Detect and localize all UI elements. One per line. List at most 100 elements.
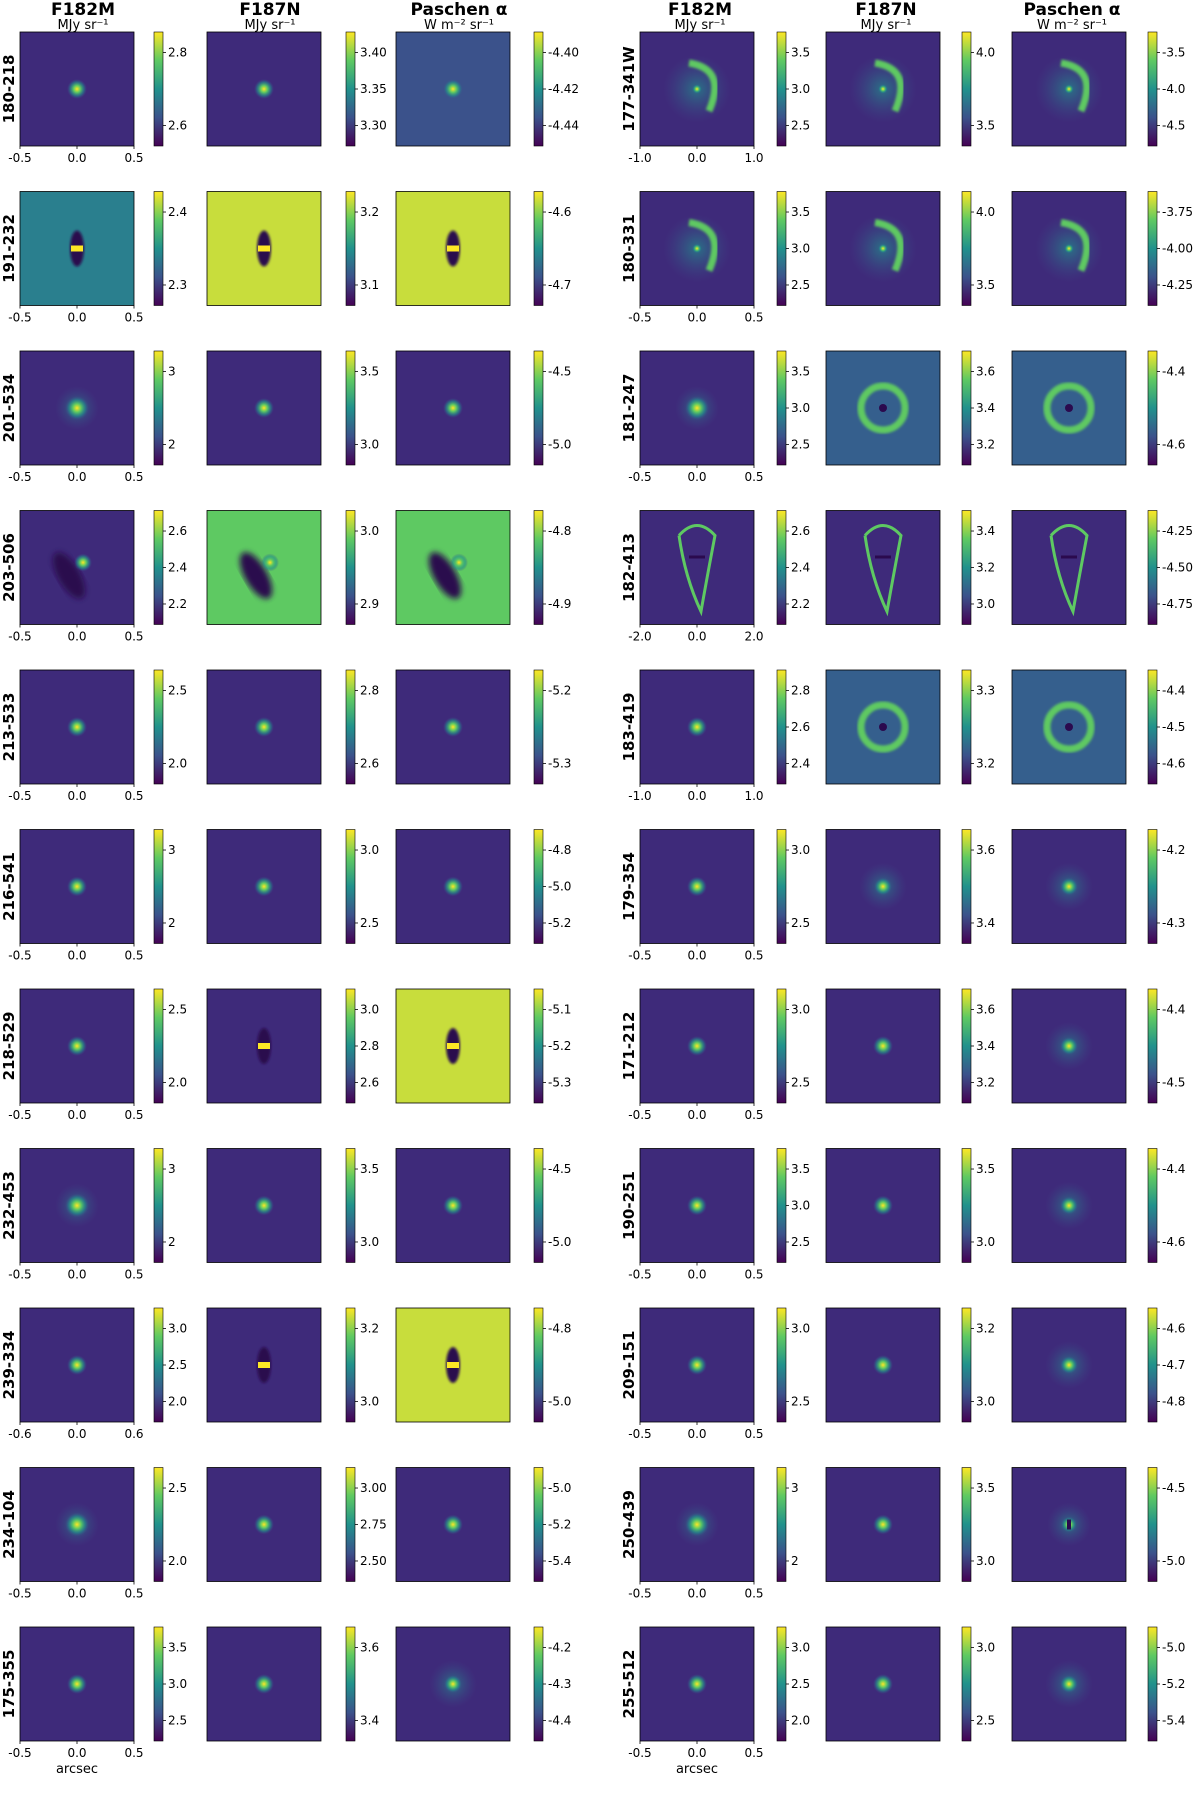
colorbar-tick-label: 2.0	[168, 756, 187, 770]
x-tick-label: 0.0	[67, 630, 86, 644]
colorbar	[153, 988, 166, 1104]
colorbar	[153, 1467, 166, 1582]
colorbar	[533, 669, 546, 785]
image-panel	[206, 988, 322, 1104]
colorbar-tick-label: -4.8	[1162, 1394, 1185, 1408]
source-label: 216-541	[0, 852, 18, 921]
image-panel	[206, 829, 322, 944]
image-panel	[639, 988, 755, 1104]
x-tick-label: 0.5	[124, 630, 143, 644]
colorbar-tick-label: 3.5	[976, 118, 995, 132]
colorbar-tick-label: 3.0	[791, 82, 810, 96]
colorbar-tick-label: 2.8	[168, 46, 187, 60]
colorbar	[533, 350, 546, 466]
colorbar-tick-label: 3.5	[791, 1162, 810, 1176]
colorbar-tick-label: 2.6	[360, 756, 379, 770]
image-panel	[639, 1148, 755, 1263]
colorbar-tick-label: 3.6	[976, 365, 995, 379]
colorbar	[345, 1307, 358, 1423]
colorbar-tick-label: 3.0	[791, 1641, 810, 1655]
colorbar-tick-label: 3.40	[360, 46, 387, 60]
colorbar-tick-label: 3	[168, 365, 176, 379]
column-title: F187N	[855, 0, 916, 20]
colorbar-tick-label: 3.30	[360, 118, 387, 132]
colorbar	[776, 510, 789, 625]
colorbar	[961, 829, 974, 944]
image-panel	[395, 510, 511, 625]
image-panel	[19, 191, 135, 306]
column-unit: MJy sr⁻¹	[674, 18, 725, 33]
colorbar	[345, 191, 358, 306]
colorbar-tick-label: 2.5	[791, 1394, 810, 1408]
colorbar-tick-label: 3.6	[976, 1003, 995, 1017]
colorbar-tick-label: 3.2	[976, 756, 995, 770]
colorbar-tick-label: -4.25	[1162, 524, 1193, 538]
colorbar-tick-label: 3.3	[976, 684, 995, 698]
x-tick-label: 0.5	[744, 949, 763, 963]
colorbar	[533, 31, 546, 147]
colorbar-tick-label: 4.0	[976, 205, 995, 219]
image-panel	[639, 1467, 755, 1582]
colorbar-tick-label: 2.6	[168, 118, 187, 132]
column-unit: W m⁻² sr⁻¹	[1037, 18, 1107, 33]
image-panel	[825, 1467, 941, 1582]
x-tick-label: -2.0	[628, 630, 651, 644]
source-label: 180-218	[0, 55, 18, 124]
colorbar	[776, 1467, 789, 1582]
x-tick-label: 0.0	[687, 1108, 706, 1122]
x-tick-label: -0.5	[8, 949, 31, 963]
colorbar-tick-label: -4.5	[548, 1162, 571, 1176]
colorbar-tick-label: 3.0	[360, 1394, 379, 1408]
colorbar-tick-label: 2.5	[168, 1713, 187, 1727]
colorbar	[1147, 1148, 1160, 1263]
colorbar-tick-label: -4.7	[548, 278, 571, 292]
colorbar	[345, 1467, 358, 1582]
colorbar-tick-label: -5.3	[548, 756, 571, 770]
colorbar	[153, 829, 166, 944]
colorbar-tick-label: 2.8	[791, 684, 810, 698]
column-title: Paschen α	[1023, 0, 1120, 20]
x-tick-label: 0.0	[67, 1587, 86, 1601]
image-panel	[206, 191, 322, 306]
x-tick-label: 0.0	[67, 1427, 86, 1441]
colorbar-tick-label: 2.6	[791, 720, 810, 734]
source-label: 180-331	[620, 214, 638, 283]
colorbar-tick-label: -5.1	[548, 1003, 571, 1017]
colorbar-tick-label: -4.40	[548, 46, 579, 60]
colorbar-tick-label: 2.5	[791, 437, 810, 451]
colorbar	[1147, 1467, 1160, 1582]
colorbar-tick-label: -5.2	[548, 1518, 571, 1532]
x-tick-label: 0.0	[67, 789, 86, 803]
x-tick-label: -0.5	[628, 311, 651, 325]
colorbar-tick-label: 3.0	[168, 1322, 187, 1336]
column-unit: MJy sr⁻¹	[244, 18, 295, 33]
colorbar-tick-label: 2.6	[360, 1075, 379, 1089]
colorbar-tick-label: -4.6	[1162, 756, 1185, 770]
image-panel	[206, 1148, 322, 1263]
x-tick-label: 0.5	[744, 311, 763, 325]
image-panel	[395, 829, 511, 944]
source-label: 213-533	[0, 693, 18, 762]
x-tick-label: 0.5	[124, 1587, 143, 1601]
image-panel	[825, 1148, 941, 1263]
colorbar-tick-label: 3	[791, 1481, 799, 1495]
colorbar	[533, 1148, 546, 1263]
source-label: 181-247	[620, 374, 638, 443]
x-tick-label: 0.0	[67, 151, 86, 165]
colorbar-tick-label: -5.2	[548, 684, 571, 698]
colorbar-tick-label: 2.50	[360, 1554, 387, 1568]
colorbar	[533, 191, 546, 306]
colorbar-tick-label: 3.0	[791, 1322, 810, 1336]
colorbar	[153, 31, 166, 147]
image-panel	[19, 350, 135, 466]
colorbar	[1147, 988, 1160, 1104]
colorbar-tick-label: -4.8	[548, 843, 571, 857]
colorbar-tick-label: -5.2	[548, 1039, 571, 1053]
colorbar-tick-label: 3.5	[360, 1162, 379, 1176]
x-tick-label: 0.5	[124, 311, 143, 325]
colorbar	[533, 1467, 546, 1582]
colorbar-tick-label: 2.5	[168, 1003, 187, 1017]
image-panel	[19, 988, 135, 1104]
